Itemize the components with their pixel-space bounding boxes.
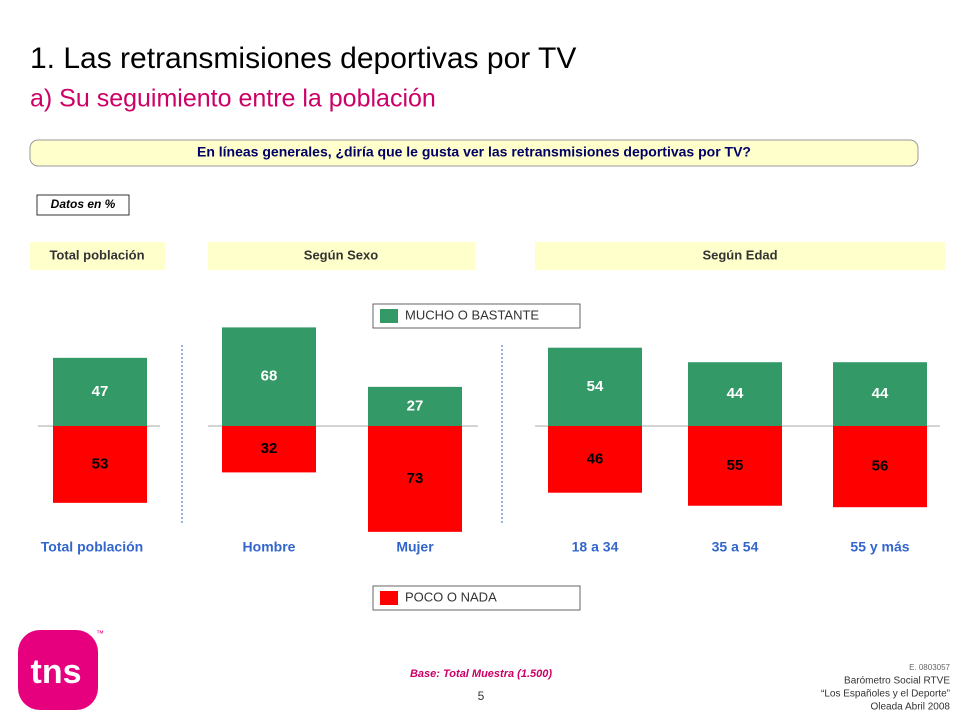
group-header	[208, 242, 475, 270]
value-label: 27	[407, 397, 424, 414]
bar	[548, 347, 642, 426]
bar	[222, 426, 316, 473]
legend-label: MUCHO O BASTANTE	[405, 307, 539, 322]
value-label: 44	[727, 385, 744, 402]
question: En líneas generales, ¿diría que le gusta…	[197, 144, 751, 160]
note-box	[36, 194, 130, 216]
study-title: “Los Españoles y el Deporte”	[821, 689, 950, 700]
plot: Total población 47 53 Hombre 68 32 Mujer 27 73 18…	[41, 327, 927, 555]
value-label: 47	[92, 383, 109, 400]
bar	[688, 426, 782, 506]
legend-label: POCO O NADA	[405, 589, 497, 604]
value-label: 56	[872, 458, 889, 475]
x-tick-label: Total población	[41, 539, 143, 555]
value-label: 54	[587, 378, 604, 395]
bar	[53, 426, 147, 503]
page-number: 5	[478, 689, 485, 703]
logo: tns	[31, 653, 82, 691]
code: E. 0803057	[909, 663, 950, 672]
bar	[368, 386, 462, 426]
title: 1. Las retransmisiones deportivas por TV	[30, 42, 576, 75]
wave: Oleada Abril 2008	[870, 702, 950, 713]
group-label: Total población	[49, 247, 144, 262]
x-tick-label: Hombre	[243, 539, 296, 555]
bar	[833, 426, 927, 508]
trademark: ™	[96, 629, 104, 638]
value-label: 55	[727, 457, 744, 474]
value-label: 32	[261, 440, 278, 457]
value-label: 53	[92, 455, 109, 472]
value-label: 68	[261, 368, 278, 385]
x-tick-label: 35 a 54	[712, 539, 759, 555]
study: Barómetro Social RTVE	[844, 676, 950, 687]
base-note: Base: Total Muestra (1.500)	[410, 668, 552, 680]
group-label: Según Sexo	[304, 247, 378, 262]
bar	[548, 426, 642, 493]
bar	[688, 362, 782, 426]
legend-box	[372, 303, 581, 329]
value-label: 44	[872, 385, 889, 402]
x-tick-label: 55 y más	[850, 539, 909, 555]
legend-swatch	[380, 309, 398, 323]
legend-box	[372, 585, 581, 611]
bar	[368, 426, 462, 532]
value-label: 73	[407, 470, 424, 487]
legend-swatch	[380, 591, 398, 605]
x-tick-label: Mujer	[396, 539, 434, 555]
logo-shape	[18, 630, 98, 710]
question-box	[29, 139, 919, 167]
group-header	[535, 242, 945, 270]
bar	[53, 357, 147, 426]
value-label: 46	[587, 450, 604, 467]
x-tick-label: 18 a 34	[572, 539, 619, 555]
subtitle: a) Su seguimiento entre la población	[30, 85, 436, 113]
group-header	[30, 242, 165, 270]
bar	[222, 327, 316, 426]
data-note: Datos en %	[51, 197, 116, 211]
bar	[833, 362, 927, 426]
group-label: Según Edad	[702, 247, 777, 262]
